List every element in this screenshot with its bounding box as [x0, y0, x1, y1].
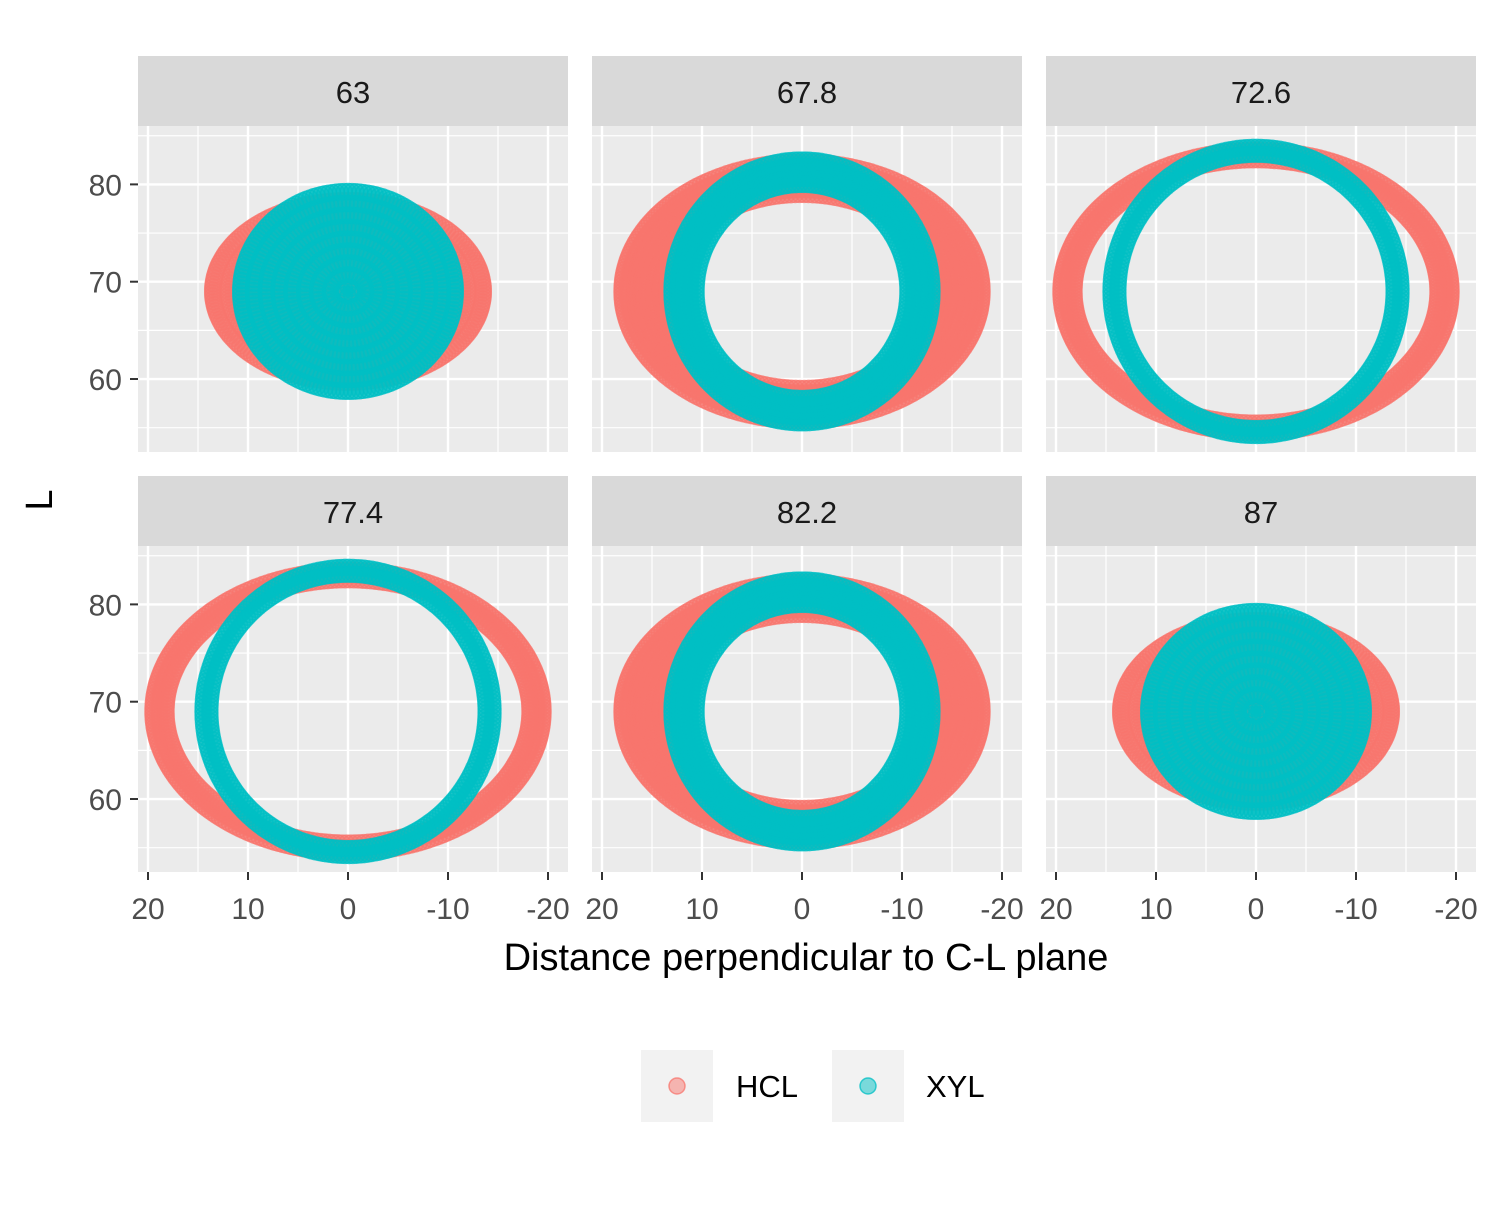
- y-tick-label: 70: [89, 267, 122, 300]
- facet-panel: 67.8: [592, 56, 1022, 452]
- facet-strip-label: 63: [336, 75, 370, 110]
- series-xyl: [233, 184, 464, 400]
- y-tick-label: 80: [89, 169, 122, 202]
- data-point: [472, 264, 488, 280]
- facet-strip-label: 67.8: [777, 75, 837, 110]
- facet-strip-label: 72.6: [1231, 75, 1291, 110]
- facet-panel: 63 60 70 80: [89, 56, 568, 452]
- data-point: [445, 262, 461, 278]
- facet-panel: 72.6: [1046, 56, 1476, 452]
- y-tick-label: 60: [89, 364, 122, 397]
- data-point: [781, 177, 797, 193]
